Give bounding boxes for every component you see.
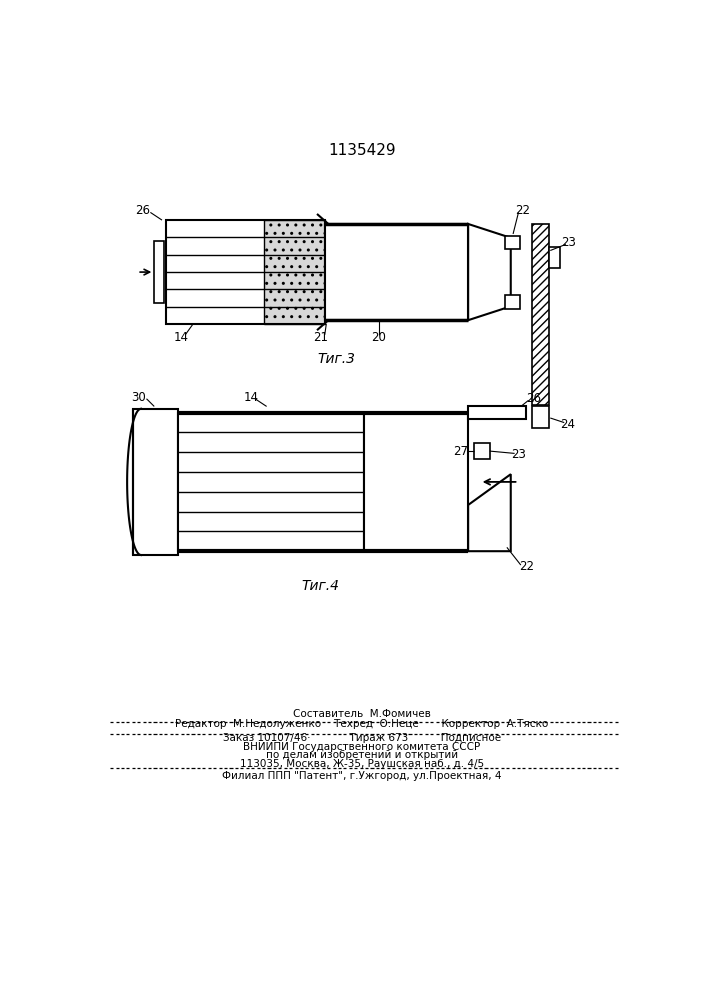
Text: Филиал ППП "Патент", г.Ужгород, ул.Проектная, 4: Филиал ППП "Патент", г.Ужгород, ул.Проек… bbox=[222, 771, 502, 781]
Text: 14: 14 bbox=[244, 391, 259, 404]
Bar bbox=[532, 224, 549, 405]
Bar bbox=[177, 413, 363, 551]
Text: Редактор  М.Недолуженко    Техред  О.Неце       Корректор  А.Тяско: Редактор М.Недолуженко Техред О.Неце Кор… bbox=[175, 719, 549, 729]
Bar bbox=[468, 406, 526, 419]
Text: 22: 22 bbox=[519, 560, 534, 573]
Text: Τиг.4: Τиг.4 bbox=[302, 579, 340, 593]
Text: 113035, Москва, Ж-35, Раушская наб., д. 4/5: 113035, Москва, Ж-35, Раушская наб., д. … bbox=[240, 759, 484, 769]
Bar bbox=[289, 413, 363, 551]
Text: 14: 14 bbox=[174, 331, 189, 344]
Text: 27: 27 bbox=[453, 445, 468, 458]
Text: 26: 26 bbox=[135, 204, 150, 217]
Bar bbox=[549, 247, 561, 268]
Text: 23: 23 bbox=[511, 448, 526, 461]
Text: 1135429: 1135429 bbox=[328, 143, 396, 158]
Bar bbox=[325, 224, 468, 320]
Bar bbox=[532, 406, 549, 428]
Bar bbox=[363, 413, 468, 551]
Text: Заказ 10107/46·            Тираж 673          Подписное: Заказ 10107/46· Тираж 673 Подписное bbox=[223, 733, 501, 743]
Bar bbox=[154, 241, 163, 303]
Bar bbox=[505, 295, 520, 309]
Bar bbox=[474, 443, 490, 459]
Text: 23: 23 bbox=[561, 236, 575, 249]
Text: 21: 21 bbox=[313, 331, 328, 344]
Text: Составитель  М.Фомичев: Составитель М.Фомичев bbox=[293, 709, 431, 719]
Bar bbox=[166, 220, 325, 324]
Text: Τиг.3: Τиг.3 bbox=[317, 352, 356, 366]
Text: 22: 22 bbox=[515, 204, 530, 217]
Bar bbox=[134, 409, 177, 555]
Text: ВНИИПИ Государственного комитета СССР: ВНИИПИ Государственного комитета СССР bbox=[243, 742, 481, 752]
Text: 30: 30 bbox=[132, 391, 146, 404]
Bar bbox=[505, 235, 520, 249]
Text: 20: 20 bbox=[372, 331, 387, 344]
Text: по делам изобретений и открытий: по делам изобретений и открытий bbox=[266, 750, 458, 760]
Text: 24: 24 bbox=[561, 418, 575, 431]
Bar bbox=[264, 220, 325, 324]
Text: 26: 26 bbox=[527, 392, 542, 405]
